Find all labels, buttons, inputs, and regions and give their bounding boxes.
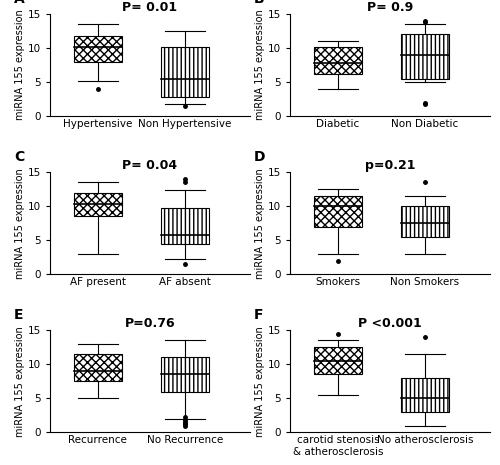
Text: C: C <box>14 150 24 164</box>
Title: P= 0.04: P= 0.04 <box>122 159 178 172</box>
FancyBboxPatch shape <box>161 358 208 392</box>
FancyBboxPatch shape <box>314 46 362 74</box>
Y-axis label: miRNA 155 expression: miRNA 155 expression <box>255 10 265 120</box>
FancyBboxPatch shape <box>401 378 448 412</box>
FancyBboxPatch shape <box>161 46 208 97</box>
Title: P= 0.01: P= 0.01 <box>122 1 178 14</box>
Y-axis label: miRNA 155 expression: miRNA 155 expression <box>15 168 25 279</box>
Text: E: E <box>14 308 24 322</box>
Text: B: B <box>254 0 264 6</box>
FancyBboxPatch shape <box>74 193 122 216</box>
Y-axis label: miRNA 155 expression: miRNA 155 expression <box>15 326 25 437</box>
Y-axis label: miRNA 155 expression: miRNA 155 expression <box>15 10 25 120</box>
FancyBboxPatch shape <box>74 354 122 381</box>
Title: P= 0.9: P= 0.9 <box>367 1 413 14</box>
FancyBboxPatch shape <box>161 207 208 244</box>
FancyBboxPatch shape <box>401 34 448 79</box>
Title: P <0.001: P <0.001 <box>358 317 422 330</box>
FancyBboxPatch shape <box>314 196 362 226</box>
Text: D: D <box>254 150 266 164</box>
Title: p=0.21: p=0.21 <box>365 159 416 172</box>
Text: A: A <box>14 0 25 6</box>
Y-axis label: miRNA 155 expression: miRNA 155 expression <box>255 326 265 437</box>
Y-axis label: miRNA 155 expression: miRNA 155 expression <box>255 168 265 279</box>
FancyBboxPatch shape <box>314 347 362 374</box>
Text: F: F <box>254 308 264 322</box>
FancyBboxPatch shape <box>401 206 448 237</box>
FancyBboxPatch shape <box>74 36 122 62</box>
Title: P=0.76: P=0.76 <box>124 317 176 330</box>
